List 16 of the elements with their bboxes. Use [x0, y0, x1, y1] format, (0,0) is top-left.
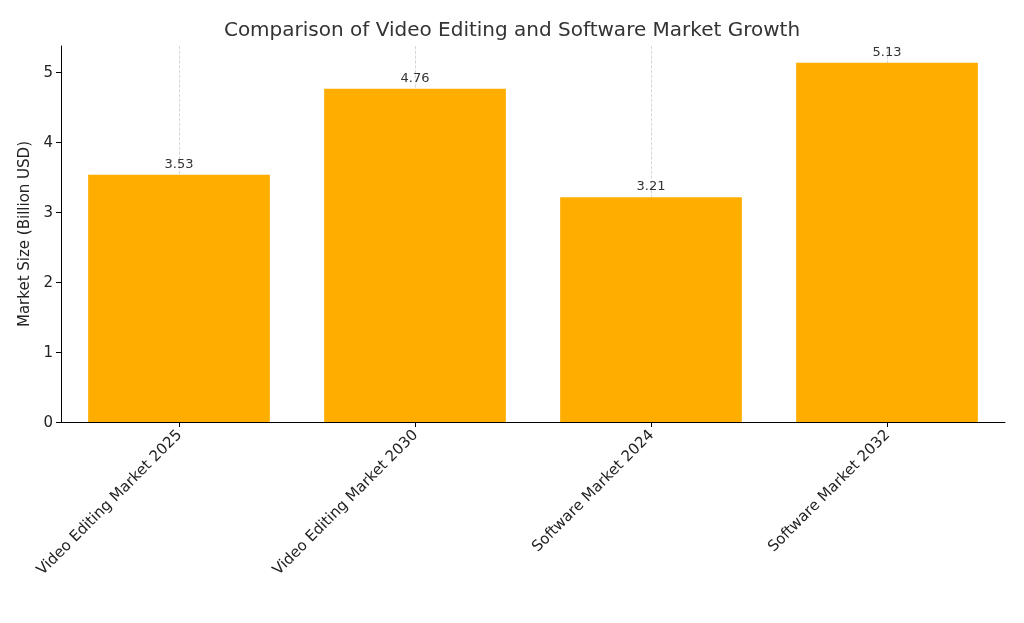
bar [88, 174, 270, 422]
chart-title: Comparison of Video Editing and Software Market Growth [223, 17, 801, 41]
y-tick-label: 0 [43, 413, 53, 431]
data-label: 3.21 [636, 178, 666, 194]
bar [324, 88, 506, 422]
bar [560, 197, 742, 422]
bar [796, 62, 978, 422]
data-label: 4.76 [400, 69, 430, 85]
y-tick-label: 3 [43, 202, 53, 221]
y-tick-label: 2 [43, 272, 53, 291]
data-label: 5.13 [872, 43, 902, 59]
data-label: 3.53 [164, 155, 194, 171]
y-axis-title: Market Size (Billion USD) [14, 140, 33, 328]
y-tick-label: 5 [43, 62, 53, 81]
y-tick-label: 1 [43, 342, 53, 361]
y-tick-label: 4 [43, 132, 53, 151]
